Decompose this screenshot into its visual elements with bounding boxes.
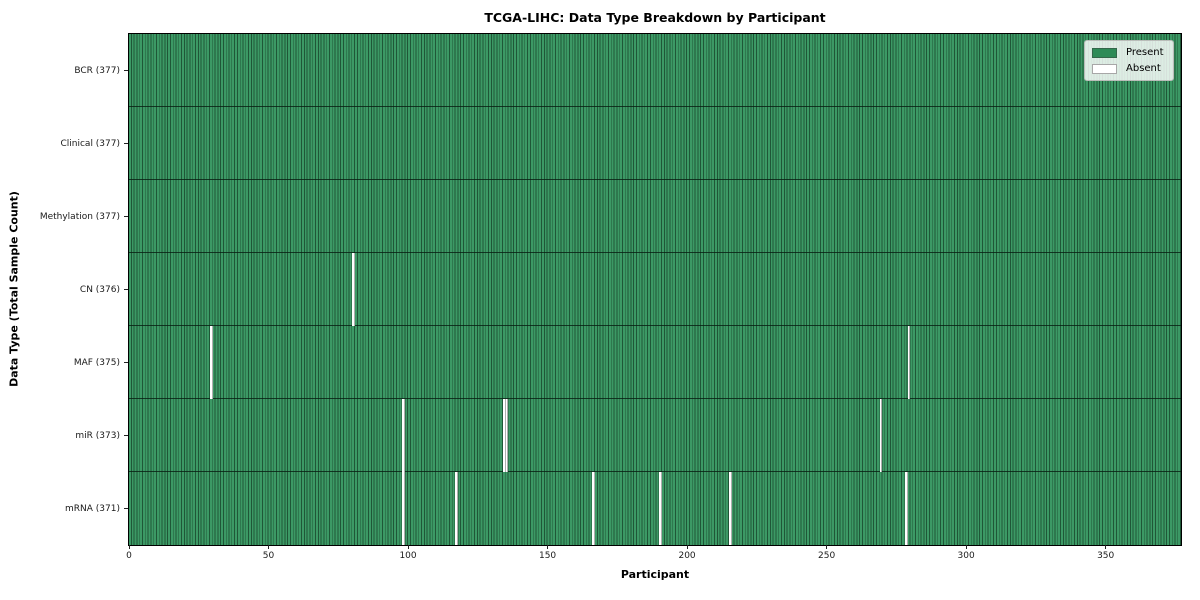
absent-cell-mrna-278 xyxy=(904,472,908,545)
absent-swatch-icon xyxy=(1092,63,1117,74)
absent-cell-maf-279 xyxy=(907,326,911,399)
y-tick-label-bcr: BCR (377) xyxy=(74,65,120,76)
absent-cell-mir-98 xyxy=(402,399,406,472)
x-axis-label: Participant xyxy=(620,568,690,581)
x-tick-mark xyxy=(547,545,549,549)
absent-cell-mrna-190 xyxy=(659,472,662,545)
absent-cell-mrna-98 xyxy=(402,472,406,545)
y-tick-mark xyxy=(124,216,128,217)
legend-item-absent: Absent xyxy=(1092,63,1164,74)
y-tick-label-clinical: Clinical (377) xyxy=(60,138,120,149)
chart-title: TCGA-LIHC: Data Type Breakdown by Partic… xyxy=(484,10,826,25)
present-swatch-icon xyxy=(1092,47,1117,58)
y-tick-label-maf: MAF (375) xyxy=(73,357,120,368)
heatmap-row-bcr xyxy=(129,34,1181,107)
x-tick-label-100: 100 xyxy=(399,551,417,561)
legend-label-present: Present xyxy=(1126,47,1164,58)
absent-cell-maf-29 xyxy=(209,326,213,399)
x-tick-mark xyxy=(407,545,409,549)
heatmap-plot xyxy=(128,33,1182,546)
x-tick-label-300: 300 xyxy=(957,551,975,561)
absent-cell-mir-269 xyxy=(879,399,883,472)
absent-cell-mrna-166 xyxy=(592,472,595,545)
x-tick-label-0: 0 xyxy=(126,551,132,561)
x-tick-label-350: 350 xyxy=(1097,551,1115,561)
heatmap-row-maf xyxy=(129,326,1181,399)
y-tick-label-methylation: Methylation (377) xyxy=(39,211,120,222)
x-tick-label-50: 50 xyxy=(262,551,275,561)
y-tick-mark xyxy=(124,508,128,509)
legend: Present Absent xyxy=(1084,40,1174,81)
y-tick-mark xyxy=(124,362,128,363)
absent-cell-mrna-215 xyxy=(728,472,732,545)
heatmap-row-mir xyxy=(129,399,1181,472)
y-tick-label-mir: miR (373) xyxy=(75,430,120,441)
absent-cell-mrna-117 xyxy=(455,472,459,545)
heatmap-row-methylation xyxy=(129,180,1181,253)
x-tick-mark xyxy=(128,545,130,549)
y-tick-mark xyxy=(124,435,128,436)
heatmap-row-cn xyxy=(129,253,1181,326)
heatmap-row-mrna xyxy=(129,472,1181,545)
y-tick-mark xyxy=(124,289,128,290)
y-tick-mark xyxy=(124,143,128,144)
absent-cell-mir-135 xyxy=(505,399,509,472)
x-tick-label-150: 150 xyxy=(538,551,557,561)
x-tick-mark xyxy=(1105,545,1107,549)
legend-label-absent: Absent xyxy=(1126,63,1161,74)
y-tick-label-cn: CN (376) xyxy=(79,284,120,295)
x-tick-mark xyxy=(826,545,828,549)
absent-cell-mir-134 xyxy=(502,399,506,472)
x-tick-mark xyxy=(268,545,270,549)
heatmap-row-clinical xyxy=(129,107,1181,180)
y-tick-label-mrna: mRNA (371) xyxy=(65,503,120,514)
x-tick-mark xyxy=(965,545,967,549)
x-tick-label-250: 250 xyxy=(818,551,836,561)
y-tick-mark xyxy=(124,70,128,71)
legend-item-present: Present xyxy=(1092,47,1164,58)
x-tick-mark xyxy=(686,545,688,549)
x-tick-label-200: 200 xyxy=(678,551,696,561)
absent-cell-cn-80 xyxy=(352,253,356,326)
